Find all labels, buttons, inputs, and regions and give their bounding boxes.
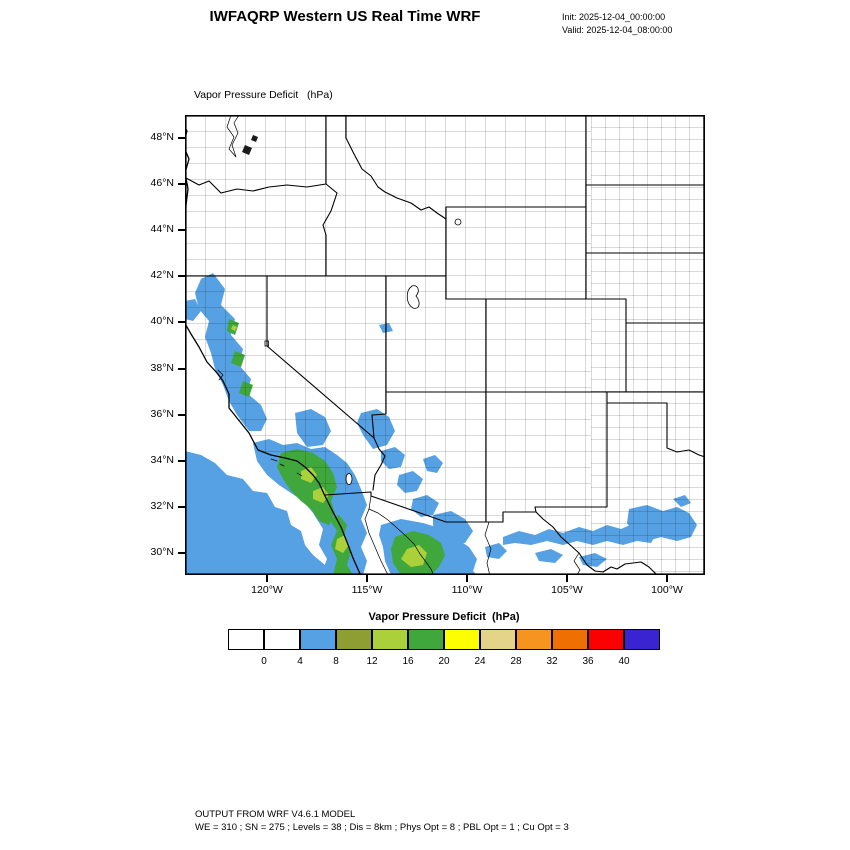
- lon-tick-label: 100°W: [651, 584, 683, 596]
- gulf-california-east-coast: [368, 508, 434, 575]
- lat-tick-mark: [178, 368, 185, 370]
- page-title: IWFAQRP Western US Real Time WRF: [209, 8, 481, 25]
- puget-sound-water: [251, 135, 258, 142]
- colorbar-segment: [480, 629, 516, 650]
- salton-sea: [345, 473, 353, 485]
- lon-tick-label: 105°W: [551, 584, 583, 596]
- wrf-map: [185, 115, 705, 575]
- footer-config-line: WE = 310 ; SN = 275 ; Levels = 38 ; Dis …: [195, 822, 569, 833]
- sonora-chihuahua-border: [484, 521, 492, 575]
- lon-tick-mark: [266, 575, 268, 582]
- colorbar-segment: [264, 629, 300, 650]
- run-times: Init: 2025-12-04_00:00:00 Valid: 2025-12…: [562, 11, 672, 37]
- colorbar-segment: [624, 629, 660, 650]
- lat-tick-mark: [178, 229, 185, 231]
- lakes-and-islands: [242, 135, 462, 485]
- lon-tick-label: 120°W: [251, 584, 283, 596]
- ok-tx-border: [606, 402, 705, 458]
- lon-tick-mark: [466, 575, 468, 582]
- gulf-california-west-coast: [364, 508, 390, 575]
- lat-tick-mark: [178, 414, 185, 416]
- valid-time-label: Valid: 2025-12-04_08:00:00: [562, 25, 673, 35]
- colorbar-segment: [552, 629, 588, 650]
- lat-tick-mark: [178, 552, 185, 554]
- lat-tick-label: 32°N: [150, 500, 174, 512]
- lat-tick-label: 34°N: [150, 454, 174, 466]
- lon-tick-mark: [366, 575, 368, 582]
- lat-tick-label: 38°N: [150, 362, 174, 374]
- footer-model-line: OUTPUT FROM WRF V4.6.1 MODEL: [195, 809, 356, 820]
- colorbar-tick-label: 40: [618, 656, 630, 667]
- pacific-coastline: [185, 126, 362, 575]
- map-field-label: Vapor Pressure Deficit (hPa): [194, 89, 333, 101]
- colorbar-tick-label: 0: [261, 656, 267, 667]
- colorbar-segment: [408, 629, 444, 650]
- ca-nv-az-border: [266, 275, 386, 491]
- lat-tick-label: 36°N: [150, 408, 174, 420]
- colorbar: [228, 629, 660, 650]
- lat-tick-mark: [178, 321, 185, 323]
- colorbar-segment: [588, 629, 624, 650]
- nm-tx-border: [534, 391, 608, 513]
- colorbar-segment: [372, 629, 408, 650]
- lat-tick-mark: [178, 506, 185, 508]
- colorbar-tick-label: 8: [333, 656, 339, 667]
- lon-tick-label: 115°W: [351, 584, 383, 596]
- san-francisco-bay: [217, 369, 224, 381]
- colorbar-tick-label: 4: [297, 656, 303, 667]
- lat-tick-label: 48°N: [150, 131, 174, 143]
- wa-or-border: [185, 177, 327, 194]
- puget-sound-water: [242, 145, 252, 155]
- yellowstone-lake: [454, 218, 462, 226]
- colorbar-tick-label: 36: [582, 656, 594, 667]
- colorbar-segment: [300, 629, 336, 650]
- colorbar-tick-label: 16: [402, 656, 414, 667]
- colorbar-tick-label: 32: [546, 656, 558, 667]
- map-frame: [185, 115, 705, 575]
- state-boundaries: [185, 115, 705, 575]
- colorbar-segment: [336, 629, 372, 650]
- colorbar-segment: [516, 629, 552, 650]
- lat-tick-label: 42°N: [150, 269, 174, 281]
- lat-tick-label: 30°N: [150, 546, 174, 558]
- lat-tick-label: 46°N: [150, 177, 174, 189]
- lat-tick-mark: [178, 137, 185, 139]
- id-mt-border: [345, 115, 447, 220]
- puget-sound-coast: [226, 115, 240, 158]
- lat-tick-label: 44°N: [150, 223, 174, 235]
- lon-tick-mark: [566, 575, 568, 582]
- colorbar-title: Vapor Pressure Deficit (hPa): [368, 611, 520, 623]
- baja-sonora-border: [368, 495, 372, 510]
- channel-islands: [270, 458, 303, 477]
- rio-grande-border: [535, 511, 659, 575]
- lon-tick-mark: [666, 575, 668, 582]
- colorbar-tick-label: 24: [474, 656, 486, 667]
- great-salt-lake: [406, 285, 420, 309]
- lat-tick-mark: [178, 183, 185, 185]
- colorbar-tick-label: 12: [366, 656, 378, 667]
- lat-tick-label: 40°N: [150, 315, 174, 327]
- chihuahua-coahuila-border: [573, 552, 581, 575]
- colorbar-tick-label: 20: [438, 656, 450, 667]
- colorbar-segment: [228, 629, 264, 650]
- lon-tick-label: 110°W: [451, 584, 483, 596]
- nv-ut-az-border: [371, 275, 387, 439]
- colorbar-tick-label: 28: [510, 656, 522, 667]
- colorbar-segment: [444, 629, 480, 650]
- id-west-border: [322, 115, 338, 277]
- lat-tick-mark: [178, 460, 185, 462]
- us-mexico-border: [324, 491, 537, 523]
- lat-tick-mark: [178, 275, 185, 277]
- init-time-label: Init: 2025-12-04_00:00:00: [562, 12, 666, 22]
